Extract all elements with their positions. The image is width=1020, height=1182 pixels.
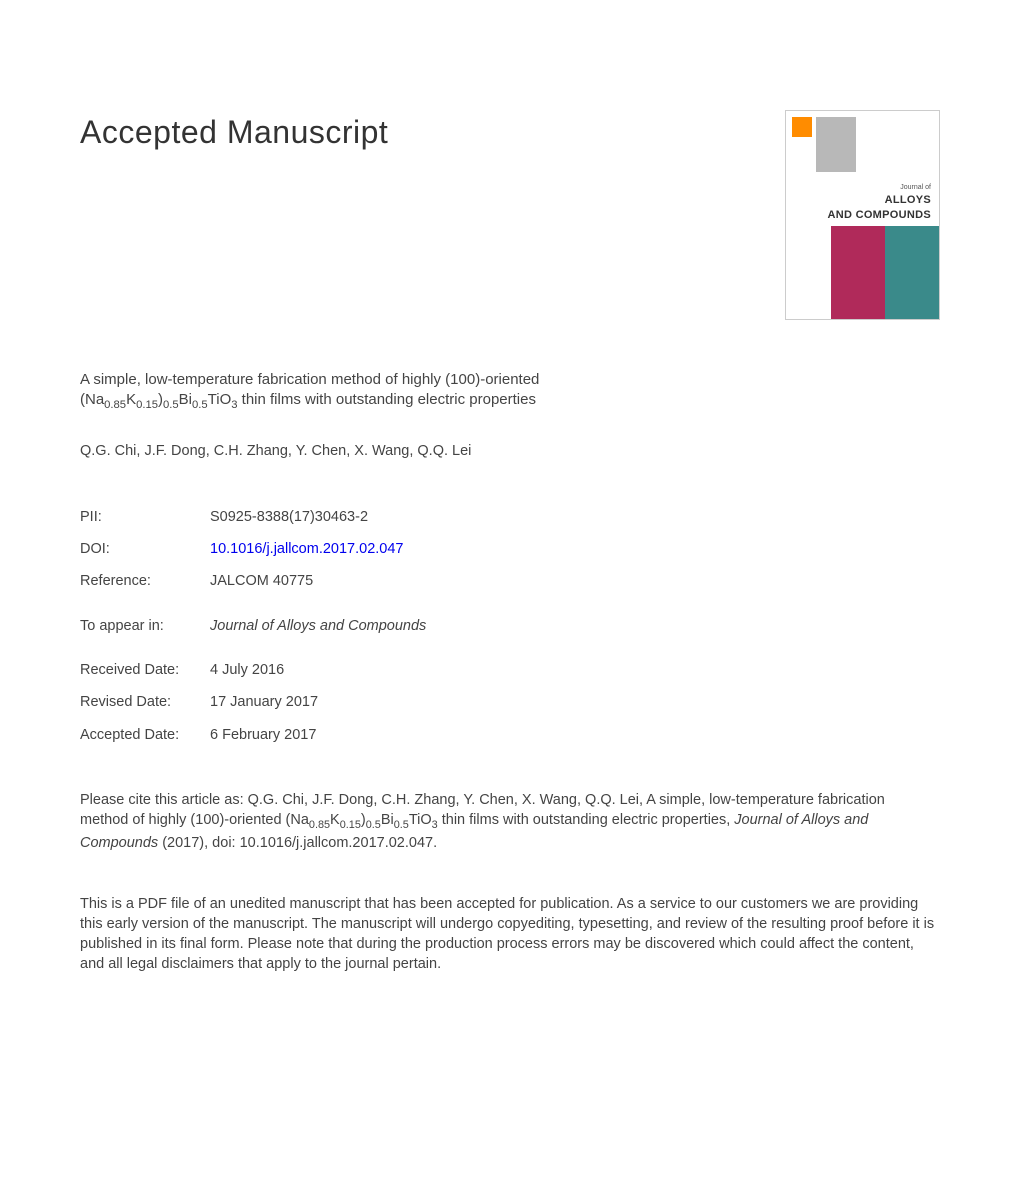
cover-top [786, 111, 939, 181]
title-sub-3: 0.5 [163, 399, 179, 411]
cover-journal-name-1: ALLOYS [794, 193, 931, 208]
received-value: 4 July 2016 [210, 660, 284, 680]
reference-row: Reference: JALCOM 40775 [80, 571, 940, 591]
reference-value: JALCOM 40775 [210, 571, 313, 591]
cover-pink-block [831, 226, 885, 320]
article-title: A simple, low-temperature fabrication me… [80, 370, 690, 413]
title-text-4: Bi [179, 391, 192, 408]
cover-title-area: Journal of ALLOYS AND COMPOUNDS [786, 181, 939, 226]
pii-row: PII: S0925-8388(17)30463-2 [80, 507, 940, 527]
pii-label: PII: [80, 507, 210, 527]
citation-suffix: (2017), doi: 10.1016/j.jallcom.2017.02.0… [158, 835, 437, 851]
revised-row: Revised Date: 17 January 2017 [80, 692, 940, 712]
revised-label: Revised Date: [80, 692, 210, 712]
cover-journal-prefix: Journal of [794, 183, 931, 193]
citation-text: Please cite this article as: Q.G. Chi, J… [80, 790, 930, 854]
elsevier-logo-icon [792, 117, 812, 137]
to-appear-row: To appear in: Journal of Alloys and Comp… [80, 616, 940, 636]
disclaimer-text: This is a PDF file of an unedited manusc… [80, 894, 940, 975]
to-appear-label: To appear in: [80, 616, 210, 636]
authors-list: Q.G. Chi, J.F. Dong, C.H. Zhang, Y. Chen… [80, 441, 940, 461]
citation-p4: Bi [381, 812, 394, 828]
metadata-table: PII: S0925-8388(17)30463-2 DOI: 10.1016/… [80, 507, 940, 592]
doi-link[interactable]: 10.1016/j.jallcom.2017.02.047 [210, 539, 403, 559]
title-sub-1: 0.85 [104, 399, 126, 411]
citation-p6: thin films with outstanding electric pro… [438, 812, 735, 828]
doi-label: DOI: [80, 539, 210, 559]
journal-cover-thumbnail: Journal of ALLOYS AND COMPOUNDS [785, 110, 940, 320]
cover-teal-block [885, 226, 939, 320]
cover-toc-column [786, 226, 831, 320]
accepted-row: Accepted Date: 6 February 2017 [80, 725, 940, 745]
dates-table: Received Date: 4 July 2016 Revised Date:… [80, 660, 940, 745]
citation-sub-4: 0.5 [394, 819, 409, 831]
citation-p5: TiO [409, 812, 432, 828]
received-label: Received Date: [80, 660, 210, 680]
accepted-label: Accepted Date: [80, 725, 210, 745]
pii-value: S0925-8388(17)30463-2 [210, 507, 368, 527]
title-text-2: K [126, 391, 136, 408]
doi-row: DOI: 10.1016/j.jallcom.2017.02.047 [80, 539, 940, 559]
citation-sub-3: 0.5 [366, 819, 381, 831]
title-text-6: thin films with outstanding electric pro… [238, 391, 536, 408]
to-appear-value: Journal of Alloys and Compounds [210, 616, 426, 636]
reference-label: Reference: [80, 571, 210, 591]
received-row: Received Date: 4 July 2016 [80, 660, 940, 680]
header-row: Accepted Manuscript Journal of ALLOYS AN… [80, 110, 940, 320]
citation-sub-2: 0.15 [340, 819, 361, 831]
cover-journal-name-2: AND COMPOUNDS [794, 208, 931, 223]
cover-gray-block [816, 117, 856, 172]
citation-p2: K [330, 812, 340, 828]
title-text-5: TiO [208, 391, 232, 408]
title-sub-4: 0.5 [192, 399, 208, 411]
revised-value: 17 January 2017 [210, 692, 318, 712]
title-sub-2: 0.15 [136, 399, 158, 411]
accepted-value: 6 February 2017 [210, 725, 316, 745]
citation-sub-1: 0.85 [309, 819, 330, 831]
cover-bottom [786, 226, 939, 320]
page-title: Accepted Manuscript [80, 110, 388, 155]
